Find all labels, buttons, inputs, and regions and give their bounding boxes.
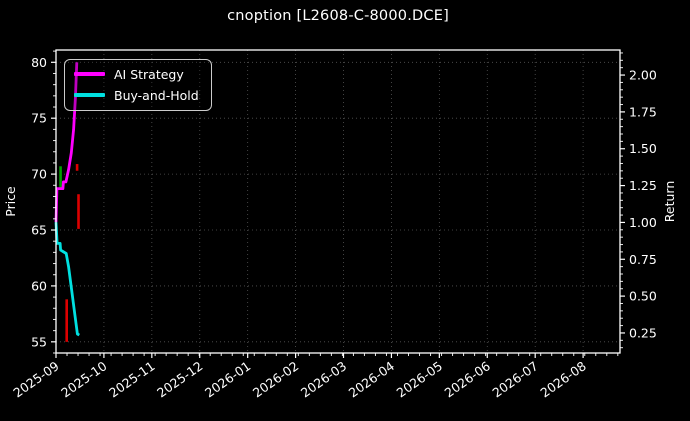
y-left-tick-label: 65 — [31, 223, 47, 238]
y-right-tick-label: 0.75 — [629, 252, 657, 267]
y-right-tick-label: 2.00 — [629, 68, 657, 83]
buy-and-hold-line-swatch — [74, 93, 105, 97]
chart-title: cnoption [L2608-C-8000.DCE] — [227, 8, 449, 24]
y-right-tick-label: 1.25 — [629, 178, 657, 193]
ai-strategy-line-swatch — [74, 72, 105, 76]
x-tick-label: 2025-11 — [106, 358, 157, 400]
y-left-tick-label: 60 — [31, 278, 47, 293]
x-tick-label: 2025-10 — [58, 358, 109, 400]
x-tick-label: 2026-07 — [490, 358, 541, 400]
x-tick-label: 2026-08 — [537, 358, 588, 400]
legend-label-ai-strategy: AI Strategy — [114, 66, 184, 82]
legend-label-buy-and-hold: Buy-and-Hold — [114, 87, 199, 103]
y-right-tick-label: 1.50 — [629, 141, 657, 156]
x-tick-label: 2026-04 — [346, 358, 397, 400]
axes-spines — [55, 49, 621, 354]
y-left-tick-label: 75 — [31, 111, 47, 126]
y-axis-label-return: Return — [662, 181, 677, 222]
y-left-tick-label: 70 — [31, 167, 47, 182]
x-tick-label: 2025-09 — [10, 358, 61, 400]
series-line-buy-and-hold — [54, 222, 81, 337]
x-tick-label: 2026-02 — [250, 358, 301, 400]
y-right-tick-label: 1.00 — [629, 215, 657, 230]
y-left-tick-label: 80 — [31, 55, 47, 70]
x-tick-label: 2026-01 — [202, 358, 253, 400]
y-right-tick-label: 1.75 — [629, 104, 657, 119]
x-tick-label: 2026-03 — [298, 358, 349, 400]
x-tick-label: 2026-05 — [394, 358, 445, 400]
y-axis-label-price: Price — [3, 186, 18, 217]
x-tick-label: 2025-12 — [154, 358, 205, 400]
series-line-ai-strategy — [54, 62, 79, 223]
legend-item-buy-and-hold: Buy-and-Hold — [74, 86, 199, 104]
y-right-tick-label: 0.50 — [629, 289, 657, 304]
y-right-tick-label: 0.25 — [629, 325, 657, 340]
legend-item-ai-strategy: AI Strategy — [74, 65, 199, 83]
legend: AI Strategy Buy-and-Hold — [64, 59, 212, 111]
x-tick-label: 2026-06 — [442, 358, 493, 400]
y-left-tick-label: 55 — [31, 334, 47, 349]
